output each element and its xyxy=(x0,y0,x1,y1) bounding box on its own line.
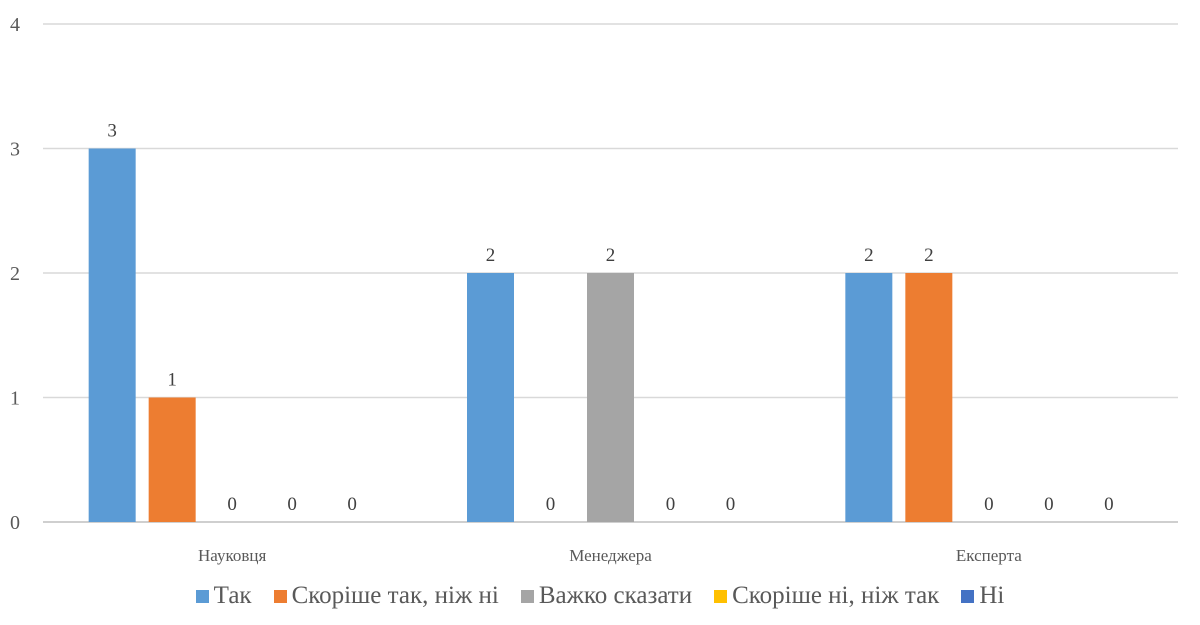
bar xyxy=(88,148,136,522)
legend-swatch xyxy=(961,589,975,603)
bar xyxy=(845,273,893,522)
legend-label: Ні xyxy=(979,582,1005,609)
legend-swatch xyxy=(714,589,728,603)
category-label: Менеджера xyxy=(569,546,652,565)
data-label: 0 xyxy=(666,494,676,515)
y-tick-label: 2 xyxy=(10,263,20,285)
data-label: 1 xyxy=(167,370,177,391)
legend-swatch xyxy=(195,589,209,603)
legend-item: Так xyxy=(195,582,252,610)
legend-label: Скоріше так, ніж ні xyxy=(291,582,499,609)
data-label: 0 xyxy=(984,494,994,515)
data-label: 0 xyxy=(227,494,237,515)
data-label: 0 xyxy=(546,494,556,515)
y-tick-label: 4 xyxy=(10,14,20,36)
bar xyxy=(467,273,514,522)
legend-item: Важко сказати xyxy=(520,582,693,610)
legend-swatch xyxy=(273,589,287,603)
data-label: 2 xyxy=(864,245,874,266)
bars xyxy=(88,148,953,522)
y-tick-label: 0 xyxy=(10,512,20,534)
bar xyxy=(148,397,196,522)
data-label: 0 xyxy=(287,494,297,515)
category-label: Науковця xyxy=(198,546,266,565)
legend-item: Скоріше ні, ніж так xyxy=(714,582,939,610)
data-labels: 3 1 0 0 0 2 0 2 0 0 2 2 0 0 0 xyxy=(107,121,1113,516)
bar-chart: 0 1 2 3 4 3 1 0 0 0 2 0 2 0 0 2 2 0 0 0 Науковця Менеджера Е… xyxy=(10,14,1178,565)
legend-label: Важко сказати xyxy=(538,582,693,609)
y-tick-label: 3 xyxy=(10,139,20,161)
data-label: 2 xyxy=(486,245,496,266)
legend-label: Так xyxy=(213,582,252,609)
data-label: 0 xyxy=(347,494,357,515)
bar xyxy=(587,273,634,522)
legend-label: Скоріше ні, ніж так xyxy=(732,582,940,609)
data-label: 0 xyxy=(1104,494,1114,515)
legend-item: Скоріше так, ніж ні xyxy=(273,582,499,610)
data-label: 2 xyxy=(924,245,934,266)
bar xyxy=(905,273,953,522)
data-label: 0 xyxy=(1044,494,1054,515)
legend-row: Так Скоріше так, ніж ні Важко сказати Скорі… xyxy=(0,582,1200,610)
x-axis-categories: Науковця Менеджера Експерта xyxy=(198,546,1022,565)
data-label: 0 xyxy=(726,494,736,515)
legend-item: Ні xyxy=(961,582,1004,610)
y-axis-ticks: 0 1 2 3 4 xyxy=(10,14,20,534)
data-label: 2 xyxy=(606,245,616,266)
legend-swatch xyxy=(520,589,534,603)
data-label: 3 xyxy=(107,121,117,142)
y-tick-label: 1 xyxy=(10,388,20,410)
category-label: Експерта xyxy=(956,546,1022,565)
